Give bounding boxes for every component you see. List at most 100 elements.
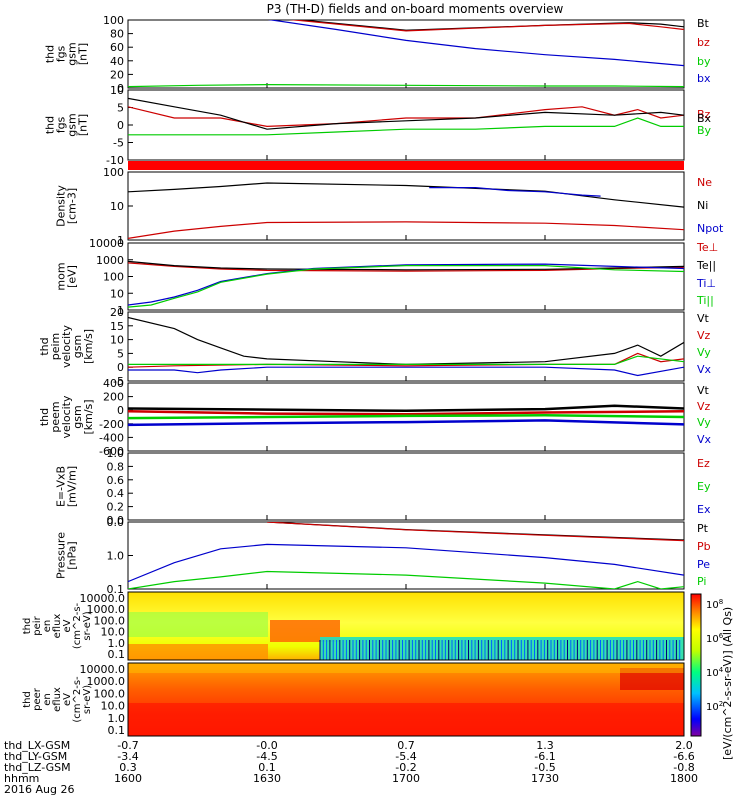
y-tick-label: 0	[117, 404, 124, 417]
series-line-Te||	[128, 260, 684, 271]
y-tick-label: 10.0	[101, 626, 126, 639]
y-tick-label: 100	[103, 14, 124, 27]
y-axis-label-line: Density	[55, 185, 68, 227]
figure-title: P3 (TH-D) fields and on-board moments ov…	[267, 2, 564, 16]
y-axis-label-line: eV	[62, 619, 73, 632]
y-tick-label: 10	[110, 287, 124, 300]
colorbar-tick-base: 10	[706, 600, 719, 611]
x-axis-value: 1630	[253, 772, 281, 785]
panel-frame	[127, 662, 685, 737]
x-axis-date: 2016 Aug 26	[4, 783, 74, 796]
y-tick-label: 1.0	[108, 712, 126, 725]
series-line-Vy	[128, 414, 684, 420]
legend-Bz: Bz	[697, 108, 711, 121]
line-panels: 100806040200thdfgsgsm[nT]Btbzbybx1050-5-…	[38, 14, 724, 596]
legend-Ex: Ex	[697, 503, 711, 516]
y-axis-label-line: fgs	[55, 45, 68, 62]
legend-By: By	[697, 124, 712, 137]
colorbar-tick-exponent: 2	[719, 700, 723, 708]
y-axis-label-line: peer	[32, 687, 43, 711]
x-axis-value: -0.2	[395, 761, 416, 774]
legend-Vz: Vz	[697, 400, 711, 413]
y-axis-label-line: peem	[49, 401, 62, 432]
y-axis-label-line: thd	[38, 337, 51, 355]
legend-Pe: Pe	[697, 558, 710, 571]
quality-flag-bar	[128, 161, 684, 170]
legend-Ni: Ni	[697, 199, 708, 212]
series-line-bx	[267, 20, 684, 67]
legend-Vy: Vy	[697, 416, 711, 429]
series-line-Vx	[128, 366, 684, 377]
y-tick-label: 0.1	[108, 724, 126, 737]
y-tick-label: 100	[103, 166, 124, 179]
legend-Ti||: Ti||	[696, 294, 714, 307]
legend-Vt: Vt	[697, 384, 710, 397]
y-axis-label-line: thd	[44, 45, 57, 63]
y-axis-label: thdfgsgsm[nT]	[44, 42, 90, 65]
y-axis-label: thdfgsgsm[nT]	[44, 113, 90, 136]
y-tick-label: 1	[117, 234, 124, 247]
colorbar-tick-exponent: 6	[719, 632, 724, 640]
colorbar-tick-exponent: 8	[719, 598, 723, 606]
series-line-Vz	[128, 410, 684, 416]
y-axis-label-line: peir	[32, 615, 43, 635]
y-axis-label-line: gsm	[71, 405, 84, 428]
legend-Ne: Ne	[697, 176, 712, 189]
y-axis-label-line: en	[42, 620, 53, 633]
y-axis-label-line: thd	[22, 618, 33, 635]
y-axis-label-line: thd	[38, 408, 51, 426]
x-axis-value: 1700	[392, 772, 420, 785]
y-tick-label: 20	[110, 306, 124, 319]
legend-Vx: Vx	[697, 433, 712, 446]
y-tick-label: 10.0	[101, 700, 126, 713]
legend-bx: bx	[697, 72, 711, 85]
x-axis-value: -5.4	[395, 750, 416, 763]
y-tick-label: 0.8	[107, 460, 125, 473]
y-axis-label-line: velocity	[60, 325, 73, 368]
x-axis-row-label: thd_LY-GSM	[4, 750, 67, 763]
legend-by: by	[697, 55, 711, 68]
y-tick-label: 1	[117, 304, 124, 317]
colorbar-tick-label: 106	[706, 632, 724, 645]
y-tick-label: 0.1	[108, 648, 126, 661]
series-line-Pt	[266, 522, 684, 541]
y-tick-label: 0	[117, 361, 124, 374]
colorbar-tick-label: 108	[706, 598, 723, 611]
legend-Te||: Te||	[696, 259, 716, 272]
y-tick-label: 0	[117, 82, 124, 95]
x-axis-value: -6.6	[673, 750, 694, 763]
y-tick-label: 15	[110, 320, 124, 333]
y-axis-label-line: eflux	[52, 614, 63, 639]
y-tick-label: -5	[113, 375, 124, 388]
y-axis-label: thdpeimvelocitygsm[km/s]	[38, 325, 95, 368]
series-line-Pb	[266, 522, 684, 542]
y-axis-label-line: [cm-3]	[66, 188, 79, 224]
y-axis-label: mom[eV]	[55, 262, 79, 290]
y-tick-label: 40	[110, 55, 124, 68]
y-tick-label: 0.0	[107, 516, 125, 529]
series-line-Vx	[128, 419, 684, 427]
y-axis-label-line: thd	[22, 691, 33, 708]
legend-Ey: Ey	[697, 480, 711, 493]
legend-Ti⊥: Ti⊥	[696, 277, 716, 290]
colorbar-tick-label: 102	[706, 700, 723, 713]
y-axis-label-line: sr-eV)	[82, 611, 93, 640]
y-axis-label-line: [eV]	[66, 265, 79, 288]
y-axis-label-line: eflux	[52, 687, 63, 712]
spectrogram-feature	[128, 612, 268, 637]
colorbar-tick-base: 10	[706, 702, 719, 713]
y-tick-label: 5	[117, 102, 124, 115]
y-tick-label: 0.0	[107, 514, 125, 527]
x-axis-value: -3.4	[117, 750, 138, 763]
series-line-By	[128, 117, 684, 136]
x-axis-row-label: thd_LZ-GSM	[4, 761, 71, 774]
series-line-Bz	[128, 106, 684, 128]
spectrogram-feature	[128, 644, 268, 660]
y-axis-label-line: velocity	[60, 395, 73, 438]
y-axis-label-line: [km/s]	[82, 399, 95, 434]
